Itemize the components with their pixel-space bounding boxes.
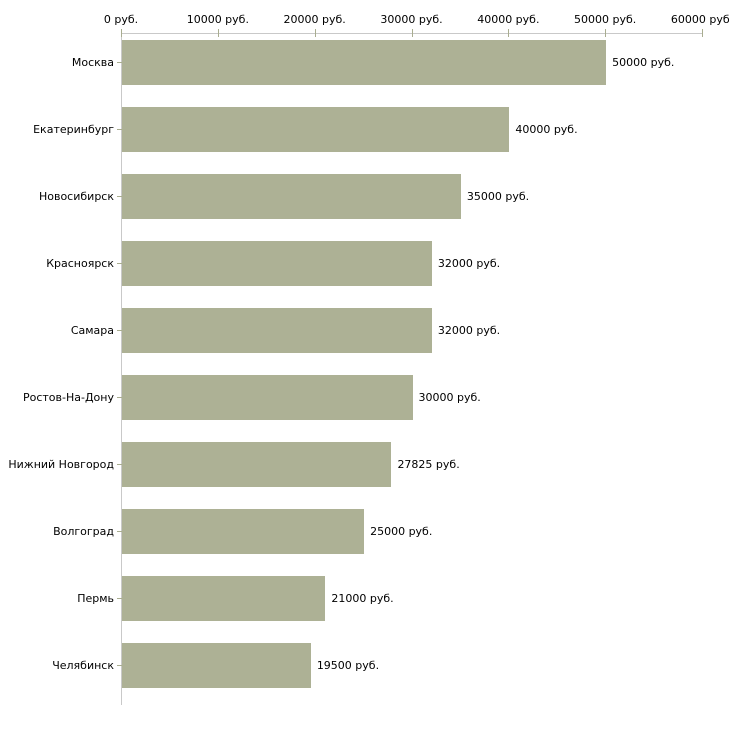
y-axis-tick bbox=[117, 62, 122, 63]
bar-value-label: 21000 руб. bbox=[331, 592, 394, 605]
category-label: Самара bbox=[70, 324, 114, 337]
bar[interactable] bbox=[122, 174, 461, 219]
category-label: Новосибирск bbox=[38, 190, 114, 203]
bar[interactable] bbox=[122, 241, 432, 286]
x-axis-tick bbox=[314, 29, 316, 37]
bar[interactable] bbox=[122, 375, 413, 420]
x-axis-tick bbox=[217, 29, 219, 37]
bar[interactable] bbox=[122, 40, 607, 85]
bar-row: Пермь 21000 руб. bbox=[0, 576, 730, 621]
bar[interactable] bbox=[122, 509, 365, 554]
bar[interactable] bbox=[122, 308, 432, 353]
bar[interactable] bbox=[122, 576, 326, 621]
bar-row: Волгоград 25000 руб. bbox=[0, 509, 730, 554]
y-axis-tick bbox=[117, 196, 122, 197]
x-axis-tick-label: 50000 руб. bbox=[574, 13, 637, 26]
bar[interactable] bbox=[122, 643, 311, 688]
bar[interactable] bbox=[122, 107, 510, 152]
y-axis-tick bbox=[117, 598, 122, 599]
y-axis-tick bbox=[117, 665, 122, 666]
bar-row: Челябинск 19500 руб. bbox=[0, 643, 730, 688]
x-axis-tick-label: 20000 руб. bbox=[283, 13, 346, 26]
bar-value-label: 32000 руб. bbox=[437, 257, 501, 270]
category-label: Москва bbox=[71, 56, 114, 69]
x-axis-tick bbox=[702, 29, 703, 37]
bar-row: Самара 32000 руб. bbox=[0, 308, 730, 353]
bar-value-label: 50000 руб. bbox=[612, 56, 675, 69]
x-axis-tick bbox=[605, 29, 607, 37]
x-axis-tick-label: 0 руб. bbox=[103, 13, 139, 26]
bar[interactable] bbox=[122, 442, 392, 487]
y-axis-tick bbox=[117, 129, 122, 130]
y-axis-tick bbox=[117, 330, 122, 331]
x-axis-tick-label: 10000 руб. bbox=[186, 13, 249, 26]
bar-value-label: 35000 руб. bbox=[466, 190, 530, 203]
bar-value-label: 19500 руб. bbox=[316, 659, 380, 672]
bar-value-label: 27825 руб. bbox=[397, 458, 460, 471]
category-label: Пермь bbox=[77, 592, 114, 605]
y-axis-tick bbox=[117, 531, 122, 532]
x-axis-tick-label: 40000 руб. bbox=[477, 13, 540, 26]
category-label: Волгоград bbox=[53, 525, 114, 538]
bar-value-label: 40000 руб. bbox=[515, 123, 578, 136]
bar-row: Нижний Новгород 27825 руб. bbox=[0, 442, 730, 487]
category-label: Екатеринбург bbox=[33, 123, 114, 136]
bar-value-label: 32000 руб. bbox=[437, 324, 501, 337]
bar-row: Ростов-На-Дону 30000 руб. bbox=[0, 375, 730, 420]
x-axis-tick-label: 60000 руб. bbox=[670, 13, 730, 26]
x-axis-tick-label: 30000 руб. bbox=[380, 13, 443, 26]
bar-value-label: 25000 руб. bbox=[370, 525, 433, 538]
category-label: Ростов-На-Дону bbox=[22, 391, 114, 404]
y-axis-tick bbox=[117, 397, 122, 398]
bar-row: Москва 50000 руб. bbox=[0, 40, 730, 85]
bar-row: Екатеринбург 40000 руб. bbox=[0, 107, 730, 152]
y-axis-tick bbox=[117, 464, 122, 465]
bar-value-label: 30000 руб. bbox=[418, 391, 481, 404]
category-label: Красноярск bbox=[46, 257, 114, 270]
bar-row: Красноярск 32000 руб. bbox=[0, 241, 730, 286]
y-axis-line bbox=[121, 33, 122, 705]
x-axis-tick bbox=[411, 29, 413, 37]
x-axis-tick bbox=[121, 29, 122, 37]
category-label: Челябинск bbox=[52, 659, 114, 672]
bar-row: Новосибирск 35000 руб. bbox=[0, 174, 730, 219]
category-label: Нижний Новгород bbox=[8, 458, 114, 471]
x-axis-tick bbox=[508, 29, 510, 37]
y-axis-tick bbox=[117, 263, 122, 264]
